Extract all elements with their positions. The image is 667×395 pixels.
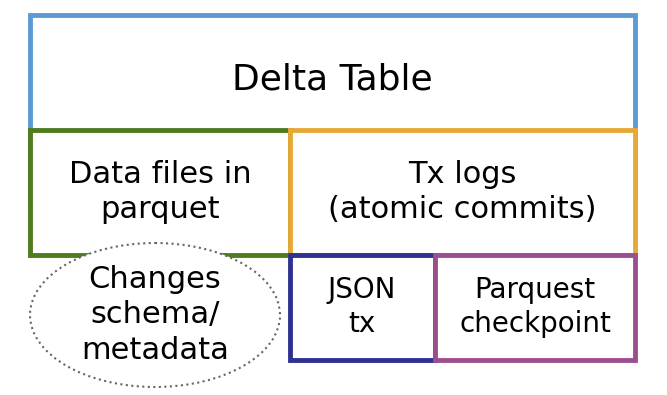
Bar [435,255,635,360]
Ellipse shape [30,243,280,387]
Text: Parquest
checkpoint: Parquest checkpoint [459,276,611,338]
Bar [30,15,635,200]
Bar [290,130,635,255]
Text: Tx logs
(atomic commits): Tx logs (atomic commits) [327,160,596,224]
Text: Data files in
parquet: Data files in parquet [69,160,251,224]
Text: JSON
tx: JSON tx [327,276,396,338]
Bar [30,130,290,255]
Text: Delta Table: Delta Table [231,63,432,97]
Text: Changes
schema/
metadata: Changes schema/ metadata [81,265,229,365]
Bar [290,255,435,360]
